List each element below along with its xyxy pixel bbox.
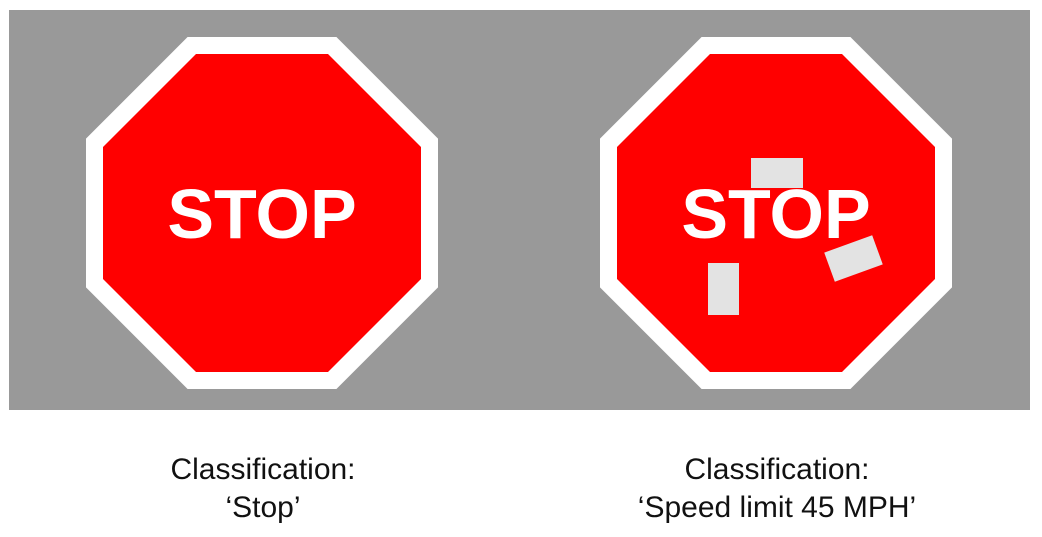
stop-sign-with-stickers: STOP xyxy=(600,37,952,389)
sticker-bottom-left xyxy=(708,263,739,315)
sign-text: STOP xyxy=(167,175,356,253)
octagon-face xyxy=(617,54,935,372)
caption-adversarial: Classification: ‘Speed limit 45 MPH’ xyxy=(577,451,977,527)
caption-value: ‘Speed limit 45 MPH’ xyxy=(637,491,917,524)
octagon-face xyxy=(103,54,421,372)
sticker-right xyxy=(824,235,883,282)
caption-label: Classification: xyxy=(170,453,356,486)
stop-sign-clean: STOP xyxy=(86,37,438,389)
caption-label: Classification: xyxy=(684,453,870,486)
sticker-top xyxy=(751,158,803,188)
caption-clean: Classification: ‘Stop’ xyxy=(63,451,463,527)
caption-value: ‘Stop’ xyxy=(225,491,301,524)
